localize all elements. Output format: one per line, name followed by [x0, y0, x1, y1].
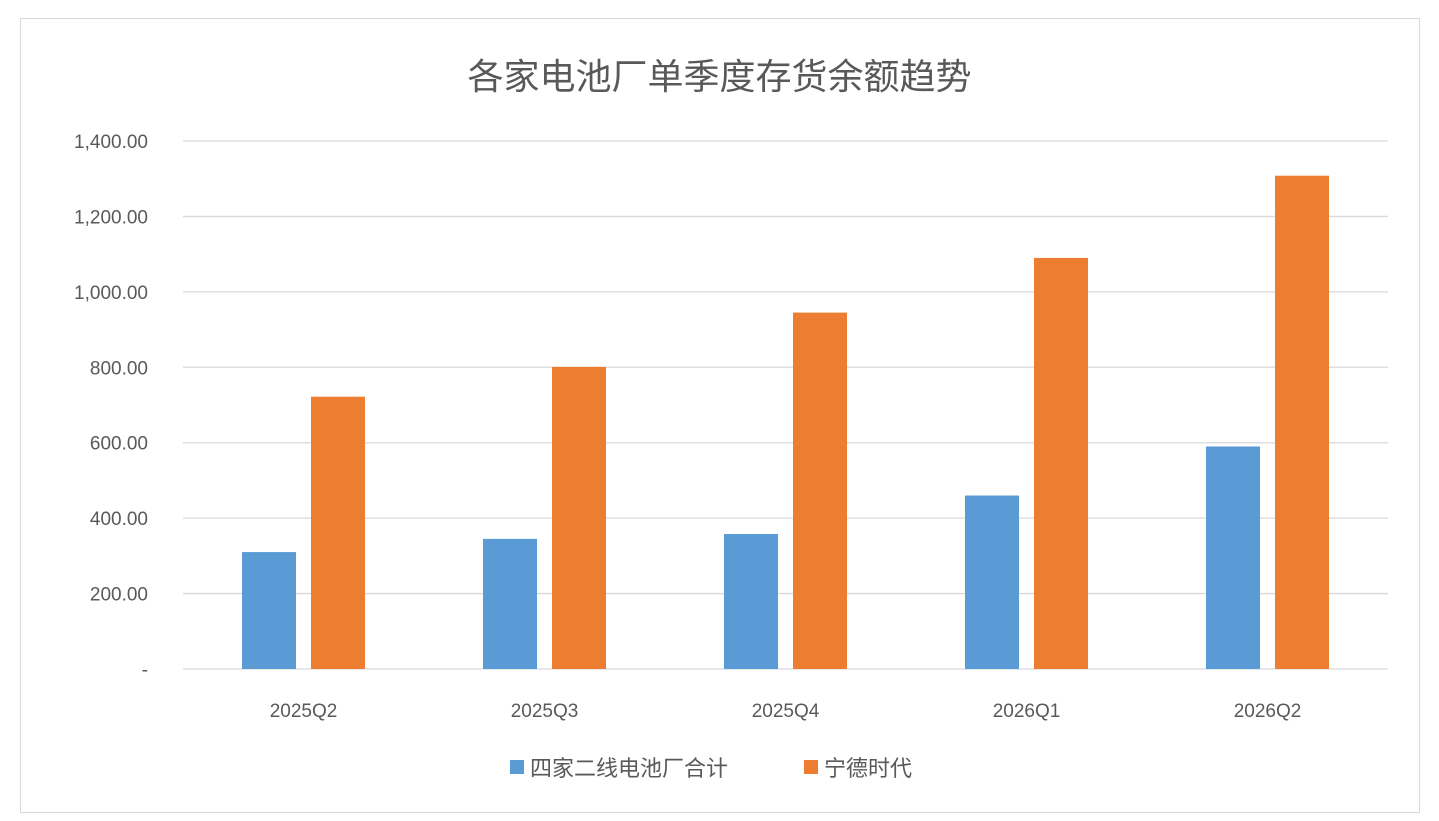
y-tick-label: 200.00 — [90, 585, 148, 606]
bar-2026Q2-series-0 — [1206, 446, 1260, 669]
bar-2026Q2-series-1 — [1275, 175, 1329, 669]
y-axis-labels: - 200.00 400.00 600.00 800.00 1,000.00 1,200.0… — [74, 132, 148, 681]
bars — [242, 175, 1329, 669]
gridlines — [183, 140, 1388, 670]
legend-swatch — [510, 760, 524, 774]
chart-title: 各家电池厂单季度存货余额趋势 — [467, 57, 972, 98]
y-tick-label: 600.00 — [90, 434, 148, 455]
x-tick-label: 2026Q2 — [1234, 701, 1302, 722]
x-tick-label: 2025Q4 — [752, 701, 820, 722]
chart-frame — [20, 18, 1420, 813]
x-tick-label: 2025Q3 — [511, 701, 579, 722]
x-axis-labels: 2025Q2 2025Q3 2025Q4 2026Q1 2026Q2 — [270, 701, 1302, 722]
y-tick-label: 1,400.00 — [74, 132, 148, 153]
x-tick-label: 2026Q1 — [993, 701, 1061, 722]
y-tick-label: 400.00 — [90, 509, 148, 530]
legend: 四家二线电池厂合计 宁德时代 — [510, 757, 912, 782]
y-tick-label: - — [142, 660, 148, 681]
y-tick-label: 1,000.00 — [74, 283, 148, 304]
y-tick-label: 1,200.00 — [74, 207, 148, 228]
bar-2026Q1-series-0 — [965, 495, 1019, 669]
legend-swatch — [804, 760, 818, 774]
bar-2025Q2-series-1 — [311, 396, 365, 669]
x-tick-label: 2025Q2 — [270, 701, 338, 722]
bar-2025Q3-series-0 — [483, 538, 537, 669]
legend-label: 四家二线电池厂合计 — [530, 757, 728, 782]
bar-2025Q3-series-1 — [552, 366, 606, 669]
y-tick-label: 800.00 — [90, 358, 148, 379]
bar-2025Q4-series-1 — [793, 312, 847, 669]
bar-2025Q2-series-0 — [242, 552, 296, 669]
bar-2026Q1-series-1 — [1034, 257, 1088, 669]
legend-label: 宁德时代 — [824, 757, 912, 782]
bar-2025Q4-series-0 — [724, 533, 778, 669]
